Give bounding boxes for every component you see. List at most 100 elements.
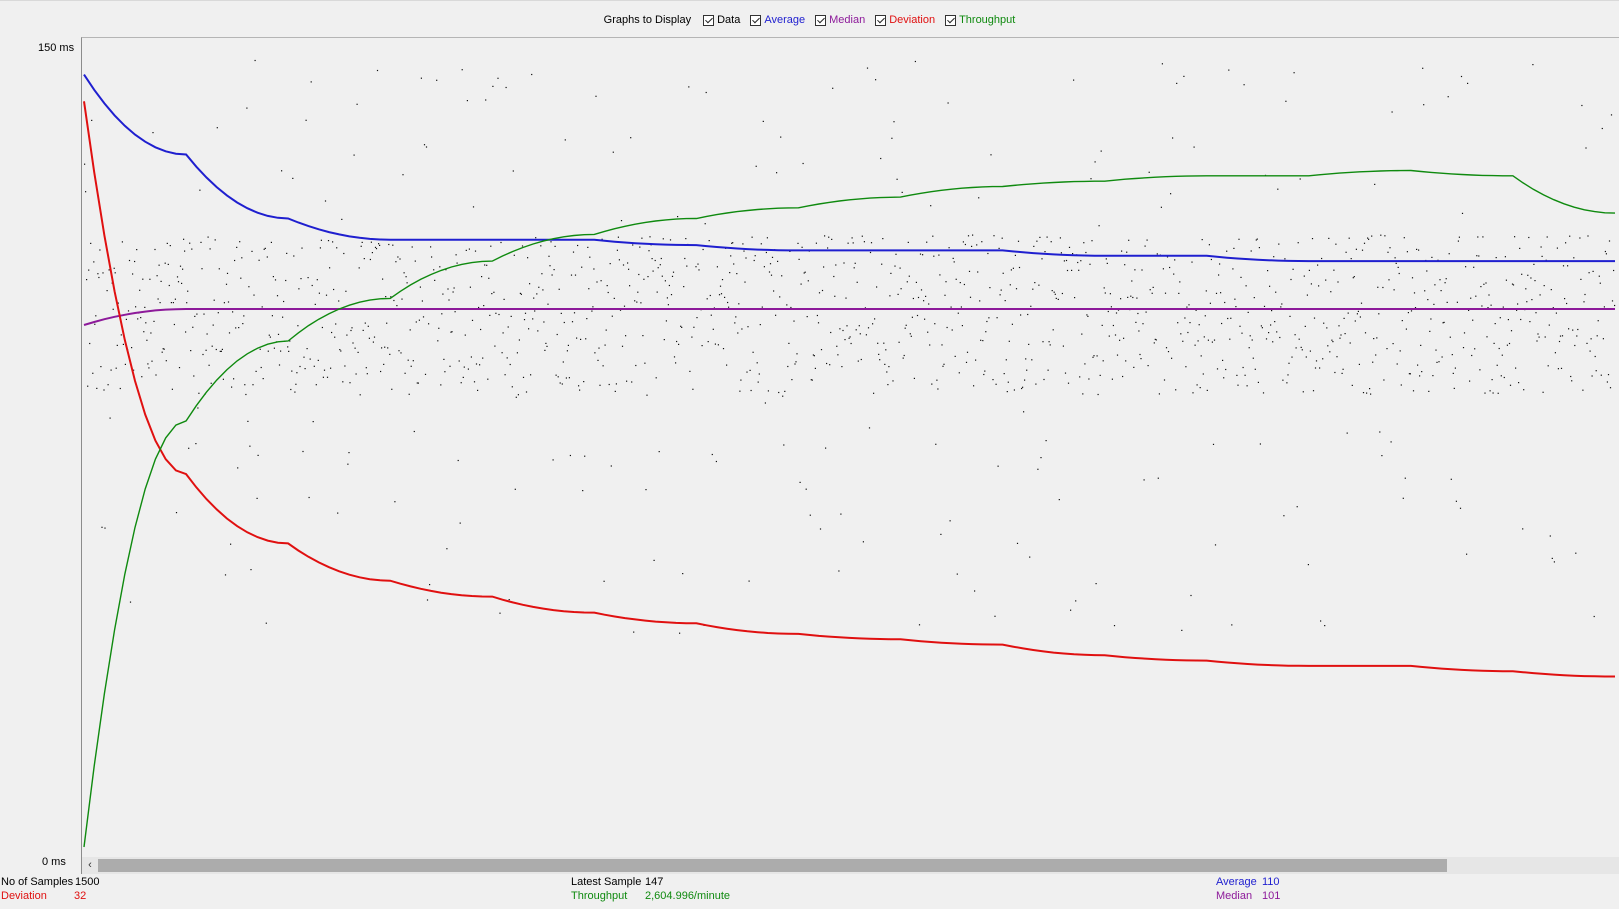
data-point: [1376, 337, 1378, 339]
data-checkbox[interactable]: [703, 14, 715, 26]
data-point: [1587, 235, 1589, 237]
data-point: [1412, 390, 1415, 392]
data-point: [710, 314, 712, 316]
data-point: [529, 283, 531, 285]
data-point: [85, 191, 87, 193]
median-toggle[interactable]: Median: [815, 14, 865, 26]
data-point: [1085, 251, 1087, 254]
data-point: [520, 293, 522, 295]
deviation-toggle[interactable]: Deviation: [875, 14, 935, 26]
data-point: [344, 365, 346, 367]
data-point: [276, 295, 279, 297]
data-point: [263, 248, 265, 250]
data-point: [882, 238, 884, 240]
data-point: [266, 256, 268, 258]
data-point: [1194, 344, 1196, 346]
data-point: [746, 371, 748, 373]
data-point: [867, 327, 870, 329]
scroll-left-icon[interactable]: ‹: [88, 859, 92, 871]
data-point: [742, 243, 744, 245]
data-point: [1352, 277, 1354, 279]
data-point: [1215, 292, 1218, 294]
data-point: [1066, 269, 1069, 272]
data-point: [1033, 245, 1035, 247]
data-point: [1040, 457, 1042, 459]
data-point: [1496, 364, 1498, 366]
data-point: [578, 385, 580, 387]
data-point: [790, 306, 792, 309]
data-point: [1486, 336, 1488, 338]
data-point: [865, 334, 867, 336]
data-point: [1502, 306, 1504, 308]
data-point: [472, 206, 475, 208]
data-point: [618, 259, 620, 261]
data-point: [199, 189, 201, 191]
data-point: [627, 262, 629, 264]
data-point: [1271, 310, 1273, 312]
data-point: [1530, 277, 1532, 279]
data-point: [1135, 321, 1137, 323]
data-point: [1409, 373, 1411, 375]
data-point: [151, 360, 153, 362]
data-point: [256, 497, 258, 499]
graphs-to-display-label: Graphs to Display: [603, 14, 692, 26]
data-point: [778, 391, 780, 394]
data-point: [471, 319, 474, 321]
data-point: [92, 372, 94, 374]
average-toggle[interactable]: Average: [750, 14, 805, 26]
data-point: [159, 302, 161, 304]
data-point: [1140, 358, 1142, 360]
throughput-toggle[interactable]: Throughput: [945, 14, 1015, 26]
data-point: [926, 241, 928, 243]
data-point: [712, 328, 714, 330]
data-point: [1039, 236, 1041, 238]
data-point: [310, 81, 312, 83]
data-point: [1394, 257, 1396, 259]
horizontal-scrollbar[interactable]: ‹: [81, 857, 1619, 874]
scroll-thumb[interactable]: [98, 859, 1447, 872]
data-point: [115, 367, 117, 369]
data-point: [1048, 341, 1050, 343]
data-point: [465, 249, 467, 251]
data-point: [1551, 557, 1553, 559]
graphs-to-display-bar: Graphs to Display Data Average Median De…: [0, 10, 1619, 30]
data-point: [423, 144, 426, 146]
data-point: [442, 293, 444, 295]
data-point: [523, 319, 526, 321]
graph-plot-area: [81, 37, 1619, 857]
data-point: [550, 241, 552, 243]
data-point: [421, 300, 423, 302]
data-point: [952, 257, 954, 259]
data-point: [186, 302, 188, 304]
data-point: [1488, 294, 1490, 296]
average-checkbox[interactable]: [750, 14, 762, 26]
data-point: [1499, 317, 1501, 319]
data-point: [843, 262, 845, 264]
data-point: [1252, 357, 1254, 359]
data-point: [477, 389, 479, 391]
data-point: [1106, 262, 1108, 264]
data-point: [1490, 304, 1492, 306]
data-point: [542, 289, 544, 291]
data-point: [736, 273, 738, 275]
data-point: [1198, 324, 1200, 326]
data-point: [862, 541, 864, 543]
median-checkbox[interactable]: [815, 14, 827, 26]
data-point: [784, 390, 786, 392]
data-point: [836, 345, 838, 347]
data-point: [369, 258, 371, 261]
data-point: [534, 310, 536, 312]
data-point: [336, 247, 338, 249]
data-point: [1302, 391, 1304, 393]
throughput-checkbox[interactable]: [945, 14, 957, 26]
data-point: [1191, 261, 1193, 263]
data-point: [87, 385, 89, 387]
data-point: [1401, 320, 1403, 322]
deviation-checkbox[interactable]: [875, 14, 887, 26]
data-point: [805, 488, 807, 490]
data-point: [793, 320, 795, 322]
data-point: [1593, 615, 1595, 618]
data-point: [1149, 289, 1151, 291]
data-toggle[interactable]: Data: [703, 14, 740, 26]
